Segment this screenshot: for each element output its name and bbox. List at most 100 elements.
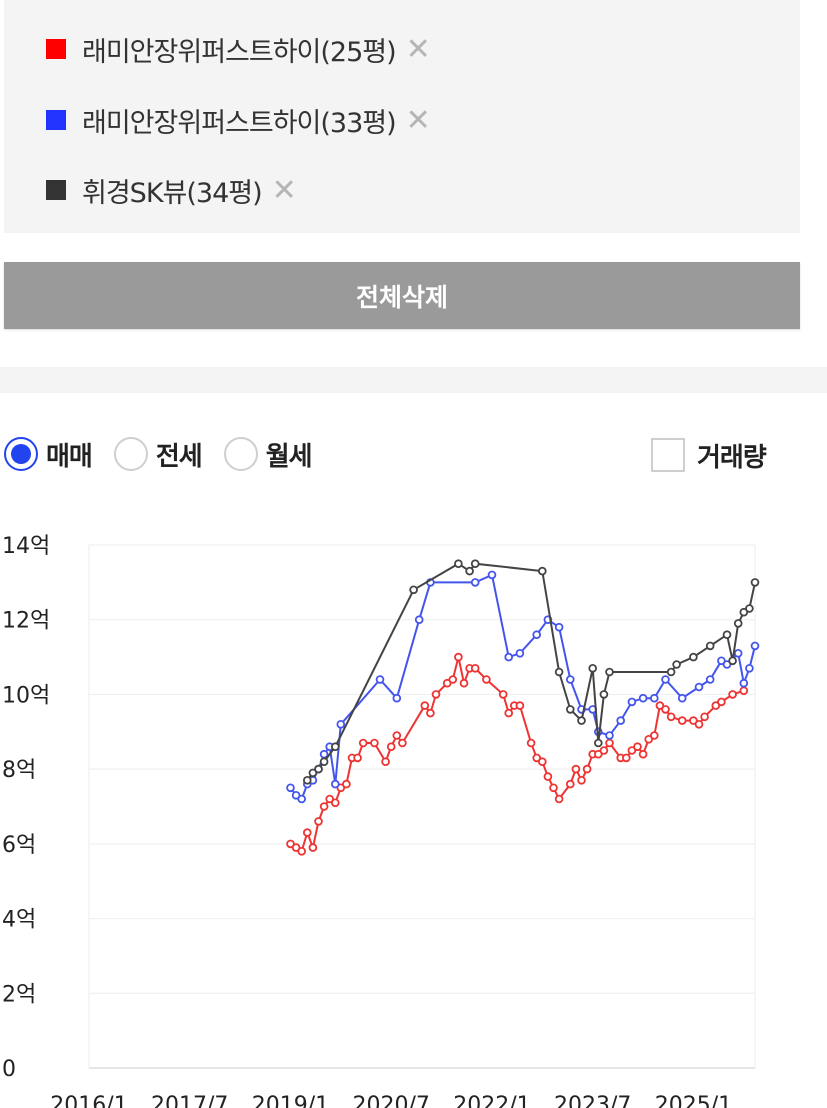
radio-button[interactable] [113,437,148,471]
radio-option-jeonse[interactable]: 전세 [113,436,203,473]
data-point [286,783,295,793]
data-point [605,731,614,740]
data-point [319,757,329,767]
data-point [739,686,749,696]
compare-item-label: 래미안장위퍼스트하이(33평) [82,107,397,139]
data-point [616,716,625,725]
data-point [302,828,312,837]
data-point [554,667,564,677]
data-point [728,656,737,666]
data-point [392,731,402,740]
data-point [750,641,760,651]
data-point [605,738,614,748]
series-swatch [46,110,66,130]
data-point [370,738,379,748]
data-point [454,559,463,568]
data-point [498,690,508,699]
data-point [565,779,575,789]
data-point [325,794,335,804]
data-point [728,690,737,699]
compare-item-label: 휘경SK뷰(34평) [82,177,263,209]
data-point [577,716,586,725]
compare-item: 래미안장위퍼스트하이(25평) ✕ [46,29,431,69]
y-tick-label: 6억 [2,833,36,858]
compare-item-label: 래미안장위퍼스트하이(25평) [82,36,397,68]
data-point [504,708,514,718]
data-point [605,667,614,677]
x-tick-label: 2017/7 [151,1093,228,1108]
data-point [549,783,558,793]
compare-item: 휘경SK뷰(34평) ✕ [46,170,297,210]
data-point [353,753,362,763]
data-point [319,749,329,759]
delete-all-button[interactable]: 전체삭제 [4,262,800,329]
data-point [593,738,603,748]
y-tick-label: 14억 [2,534,50,559]
x-tick-label: 2025/1 [655,1093,732,1108]
data-point [375,675,385,684]
data-point [593,749,603,759]
series-line [289,573,756,801]
data-point [409,585,418,595]
data-point [526,738,536,748]
data-point [694,682,704,692]
data-point [442,678,452,688]
radio-label: 매매 [46,441,93,472]
data-point [470,578,480,587]
volume-toggle[interactable]: 거래량 [651,437,767,473]
y-tick-label: 2억 [2,982,36,1007]
data-point [666,667,676,677]
remove-icon[interactable]: ✕ [405,102,431,138]
data-point [308,843,318,852]
data-point [739,607,749,617]
data-point [504,652,514,662]
data-point [314,817,323,826]
data-point [286,839,295,849]
data-point [661,675,670,684]
data-point [750,578,760,587]
x-tick-label: 2020/7 [353,1093,430,1108]
deal-type-radio-group: 매매 전세 월세 [4,432,334,476]
data-point [694,720,704,729]
data-point [627,746,637,755]
data-point [420,701,430,710]
radio-option-monthly-rent[interactable]: 월세 [223,436,313,473]
data-point [454,652,463,662]
data-point [515,701,525,710]
data-point [554,622,564,632]
x-tick-label: 2022/1 [453,1093,530,1108]
data-point [319,802,329,811]
data-point [336,720,346,729]
data-point [711,701,721,710]
data-point [431,690,441,699]
series-line [306,562,756,781]
plot-frame [88,544,756,1069]
radio-label: 월세 [265,441,313,472]
data-point [599,690,609,699]
data-point [582,764,592,774]
data-point [633,742,642,752]
data-point [297,794,307,804]
data-point [297,846,307,856]
radio-button[interactable] [4,437,38,471]
remove-icon[interactable]: ✕ [271,172,297,208]
data-point [733,619,743,628]
data-point [465,566,474,576]
data-point [459,678,469,688]
radio-button[interactable] [223,437,258,471]
data-point [627,697,637,707]
volume-checkbox[interactable] [651,438,685,472]
data-point [381,757,390,767]
data-point [342,779,351,789]
data-point [532,630,541,639]
x-tick-label: 2019/1 [252,1093,329,1108]
data-point [722,660,732,669]
remove-icon[interactable]: ✕ [405,31,431,67]
data-point [705,641,715,651]
radio-option-sale[interactable]: 매매 [4,436,93,473]
data-point [571,764,581,774]
data-point [330,742,340,752]
y-tick-label: 10억 [2,683,50,708]
data-point [739,678,749,688]
data-point [717,656,726,666]
